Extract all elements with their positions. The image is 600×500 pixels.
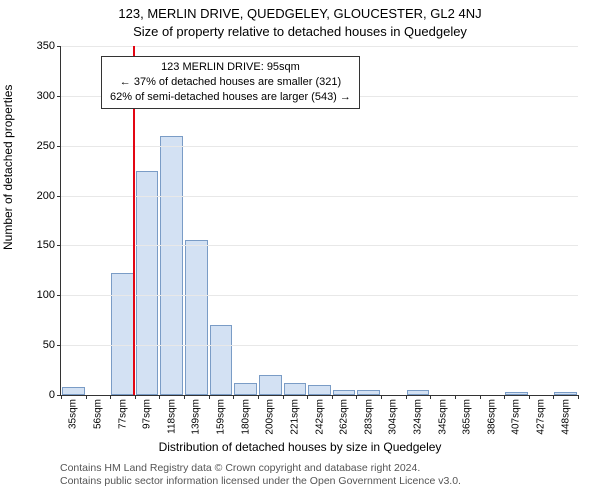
xtick-mark xyxy=(135,395,136,399)
ytick-mark xyxy=(57,96,61,97)
gridline-h xyxy=(61,46,578,47)
xtick-label: 304sqm xyxy=(388,399,399,435)
chart-subtitle: Size of property relative to detached ho… xyxy=(0,24,600,39)
xtick-mark xyxy=(578,395,579,399)
xtick-mark xyxy=(184,395,185,399)
ytick-mark xyxy=(57,245,61,246)
callout-box: 123 MERLIN DRIVE: 95sqm← 37% of detached… xyxy=(101,56,360,109)
plot-area: 05010015020025030035035sqm56sqm77sqm97sq… xyxy=(60,46,578,396)
xtick-label: 118sqm xyxy=(166,399,177,434)
histogram-bar xyxy=(160,136,183,395)
ytick-mark xyxy=(57,146,61,147)
histogram-bar xyxy=(333,390,356,395)
ytick-mark xyxy=(57,196,61,197)
xtick-label: 407sqm xyxy=(511,399,522,435)
histogram-bar xyxy=(308,385,331,395)
xtick-mark xyxy=(86,395,87,399)
xtick-mark xyxy=(356,395,357,399)
y-axis-label: Number of detached properties xyxy=(1,85,15,250)
ytick-label: 0 xyxy=(49,389,55,401)
xtick-label: 77sqm xyxy=(117,399,128,429)
gridline-h xyxy=(61,245,578,246)
callout-line-3: 62% of semi-detached houses are larger (… xyxy=(110,90,351,105)
gridline-h xyxy=(61,196,578,197)
xtick-mark xyxy=(61,395,62,399)
callout-line-2: ← 37% of detached houses are smaller (32… xyxy=(110,75,351,90)
footer-line-1: Contains HM Land Registry data © Crown c… xyxy=(60,462,461,475)
histogram-bar xyxy=(185,240,208,395)
xtick-mark xyxy=(159,395,160,399)
histogram-bar xyxy=(357,390,380,395)
histogram-bar xyxy=(210,325,233,395)
ytick-label: 200 xyxy=(37,190,55,202)
xtick-mark xyxy=(480,395,481,399)
chart-title: 123, MERLIN DRIVE, QUEDGELEY, GLOUCESTER… xyxy=(0,6,600,21)
xtick-label: 262sqm xyxy=(339,399,350,435)
xtick-mark xyxy=(307,395,308,399)
ytick-label: 100 xyxy=(37,289,55,301)
xtick-label: 97sqm xyxy=(142,399,153,429)
xtick-label: 386sqm xyxy=(486,399,497,435)
histogram-bar xyxy=(407,390,430,395)
x-axis-label: Distribution of detached houses by size … xyxy=(0,440,600,454)
xtick-mark xyxy=(332,395,333,399)
histogram-bar xyxy=(554,392,577,395)
ytick-label: 250 xyxy=(37,140,55,152)
xtick-mark xyxy=(553,395,554,399)
ytick-label: 300 xyxy=(37,90,55,102)
xtick-label: 159sqm xyxy=(216,399,227,435)
xtick-mark xyxy=(406,395,407,399)
ytick-label: 350 xyxy=(37,40,55,52)
xtick-label: 283sqm xyxy=(363,399,374,435)
xtick-mark xyxy=(529,395,530,399)
xtick-mark xyxy=(110,395,111,399)
ytick-mark xyxy=(57,46,61,47)
histogram-bar xyxy=(259,375,282,395)
histogram-bar xyxy=(111,273,134,395)
gridline-h xyxy=(61,146,578,147)
callout-line-1: 123 MERLIN DRIVE: 95sqm xyxy=(110,60,351,75)
property-size-chart: 123, MERLIN DRIVE, QUEDGELEY, GLOUCESTER… xyxy=(0,0,600,500)
xtick-label: 365sqm xyxy=(462,399,473,435)
xtick-mark xyxy=(430,395,431,399)
xtick-label: 35sqm xyxy=(68,399,79,429)
histogram-bar xyxy=(284,383,307,395)
footer-line-2: Contains public sector information licen… xyxy=(60,475,461,488)
xtick-label: 200sqm xyxy=(265,399,276,435)
xtick-mark xyxy=(504,395,505,399)
xtick-label: 242sqm xyxy=(314,399,325,435)
xtick-label: 427sqm xyxy=(536,399,547,435)
xtick-label: 56sqm xyxy=(92,399,103,429)
xtick-label: 324sqm xyxy=(412,399,423,435)
xtick-mark xyxy=(381,395,382,399)
ytick-mark xyxy=(57,345,61,346)
ytick-label: 50 xyxy=(43,339,55,351)
xtick-label: 180sqm xyxy=(240,399,251,435)
ytick-mark xyxy=(57,295,61,296)
xtick-mark xyxy=(455,395,456,399)
footer-attribution: Contains HM Land Registry data © Crown c… xyxy=(60,462,461,488)
xtick-mark xyxy=(283,395,284,399)
ytick-label: 150 xyxy=(37,239,55,251)
xtick-mark xyxy=(233,395,234,399)
gridline-h xyxy=(61,345,578,346)
xtick-mark xyxy=(209,395,210,399)
histogram-bar xyxy=(62,387,85,395)
histogram-bar xyxy=(505,392,528,395)
xtick-label: 139sqm xyxy=(191,399,202,435)
gridline-h xyxy=(61,295,578,296)
xtick-label: 448sqm xyxy=(560,399,571,435)
xtick-label: 345sqm xyxy=(437,399,448,435)
histogram-bar xyxy=(234,383,257,395)
xtick-mark xyxy=(258,395,259,399)
xtick-label: 221sqm xyxy=(289,399,300,435)
histogram-bar xyxy=(136,171,159,395)
